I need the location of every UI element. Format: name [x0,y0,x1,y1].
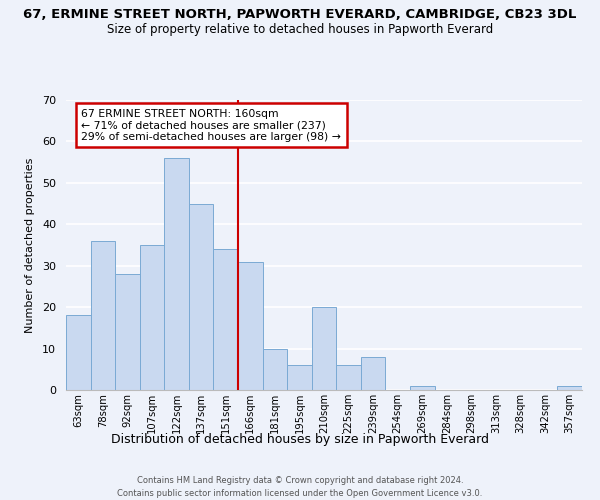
Bar [164,158,189,390]
Text: 67, ERMINE STREET NORTH, PAPWORTH EVERARD, CAMBRIDGE, CB23 3DL: 67, ERMINE STREET NORTH, PAPWORTH EVERAR… [23,8,577,20]
Text: Contains HM Land Registry data © Crown copyright and database right 2024.: Contains HM Land Registry data © Crown c… [137,476,463,485]
Bar [312,307,336,390]
Y-axis label: Number of detached properties: Number of detached properties [25,158,35,332]
Text: 67 ERMINE STREET NORTH: 160sqm
← 71% of detached houses are smaller (237)
29% of: 67 ERMINE STREET NORTH: 160sqm ← 71% of … [82,108,341,142]
Bar [189,204,214,390]
Bar [140,245,164,390]
Text: Distribution of detached houses by size in Papworth Everard: Distribution of detached houses by size … [111,432,489,446]
Bar [214,249,238,390]
Bar [263,348,287,390]
Bar [91,241,115,390]
Bar [410,386,434,390]
Text: Contains public sector information licensed under the Open Government Licence v3: Contains public sector information licen… [118,489,482,498]
Bar [336,365,361,390]
Bar [238,262,263,390]
Bar [557,386,582,390]
Text: Size of property relative to detached houses in Papworth Everard: Size of property relative to detached ho… [107,22,493,36]
Bar [66,316,91,390]
Bar [287,365,312,390]
Bar [115,274,140,390]
Bar [361,357,385,390]
